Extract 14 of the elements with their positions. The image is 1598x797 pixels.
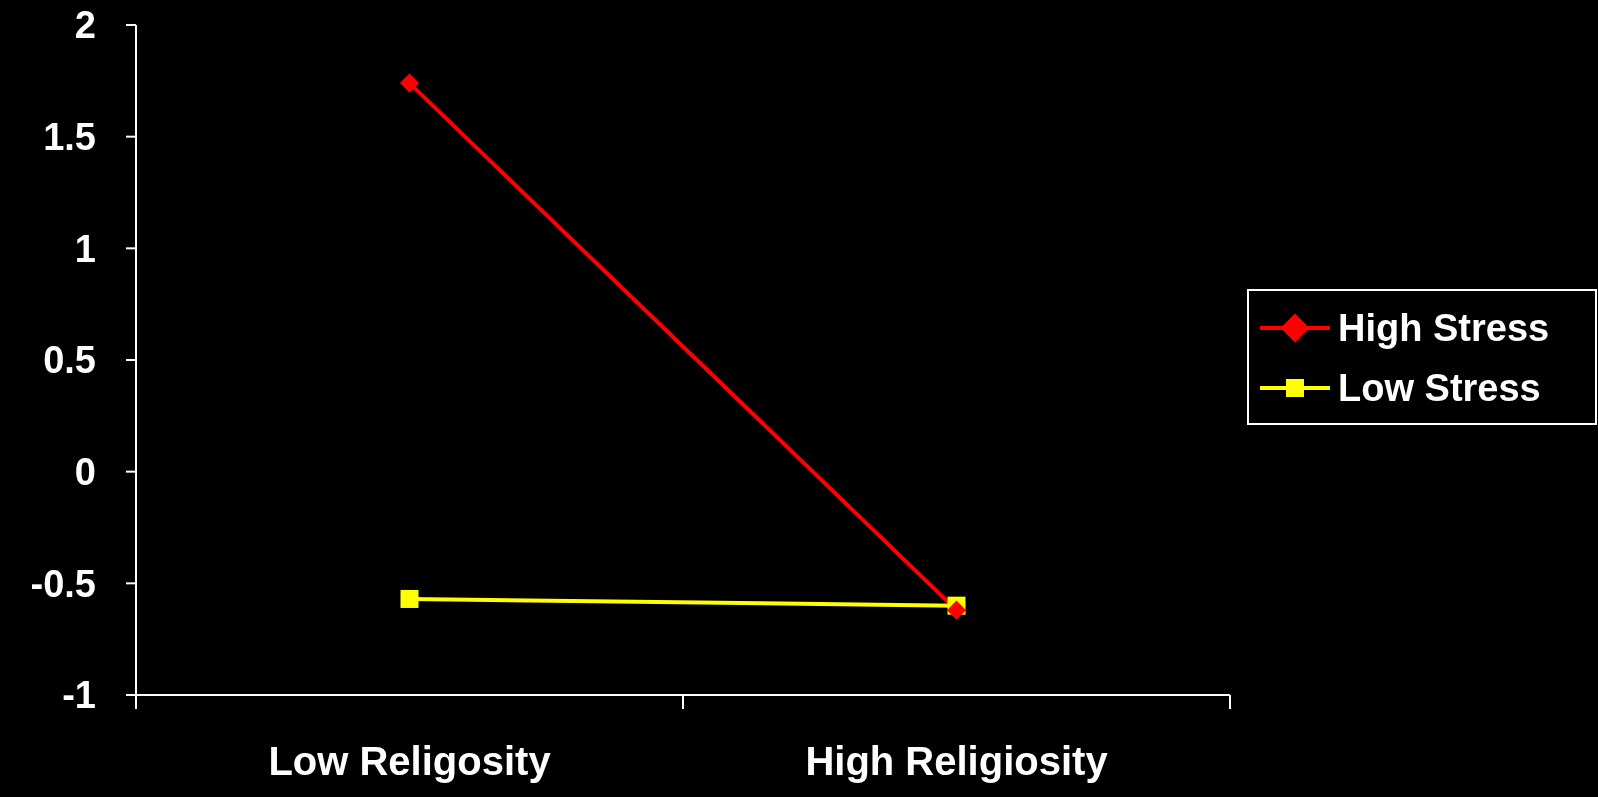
- legend-label: Low Stress: [1338, 367, 1541, 410]
- y-tick-label: 1.5: [43, 115, 96, 158]
- y-tick-label: -0.5: [30, 562, 96, 605]
- x-tick-label: Low Religosity: [268, 739, 552, 783]
- point: [399, 73, 420, 93]
- legend-label: High Stress: [1338, 307, 1550, 350]
- y-tick-label: 2: [74, 4, 96, 47]
- point: [946, 600, 967, 620]
- y-tick-label: -1: [62, 674, 96, 717]
- x-tick-label: High Religiosity: [805, 739, 1109, 783]
- y-tick-label: 0: [74, 450, 96, 493]
- y-tick-label: 0.5: [43, 339, 96, 382]
- y-tick-label: 1: [74, 227, 96, 270]
- point: [400, 589, 419, 608]
